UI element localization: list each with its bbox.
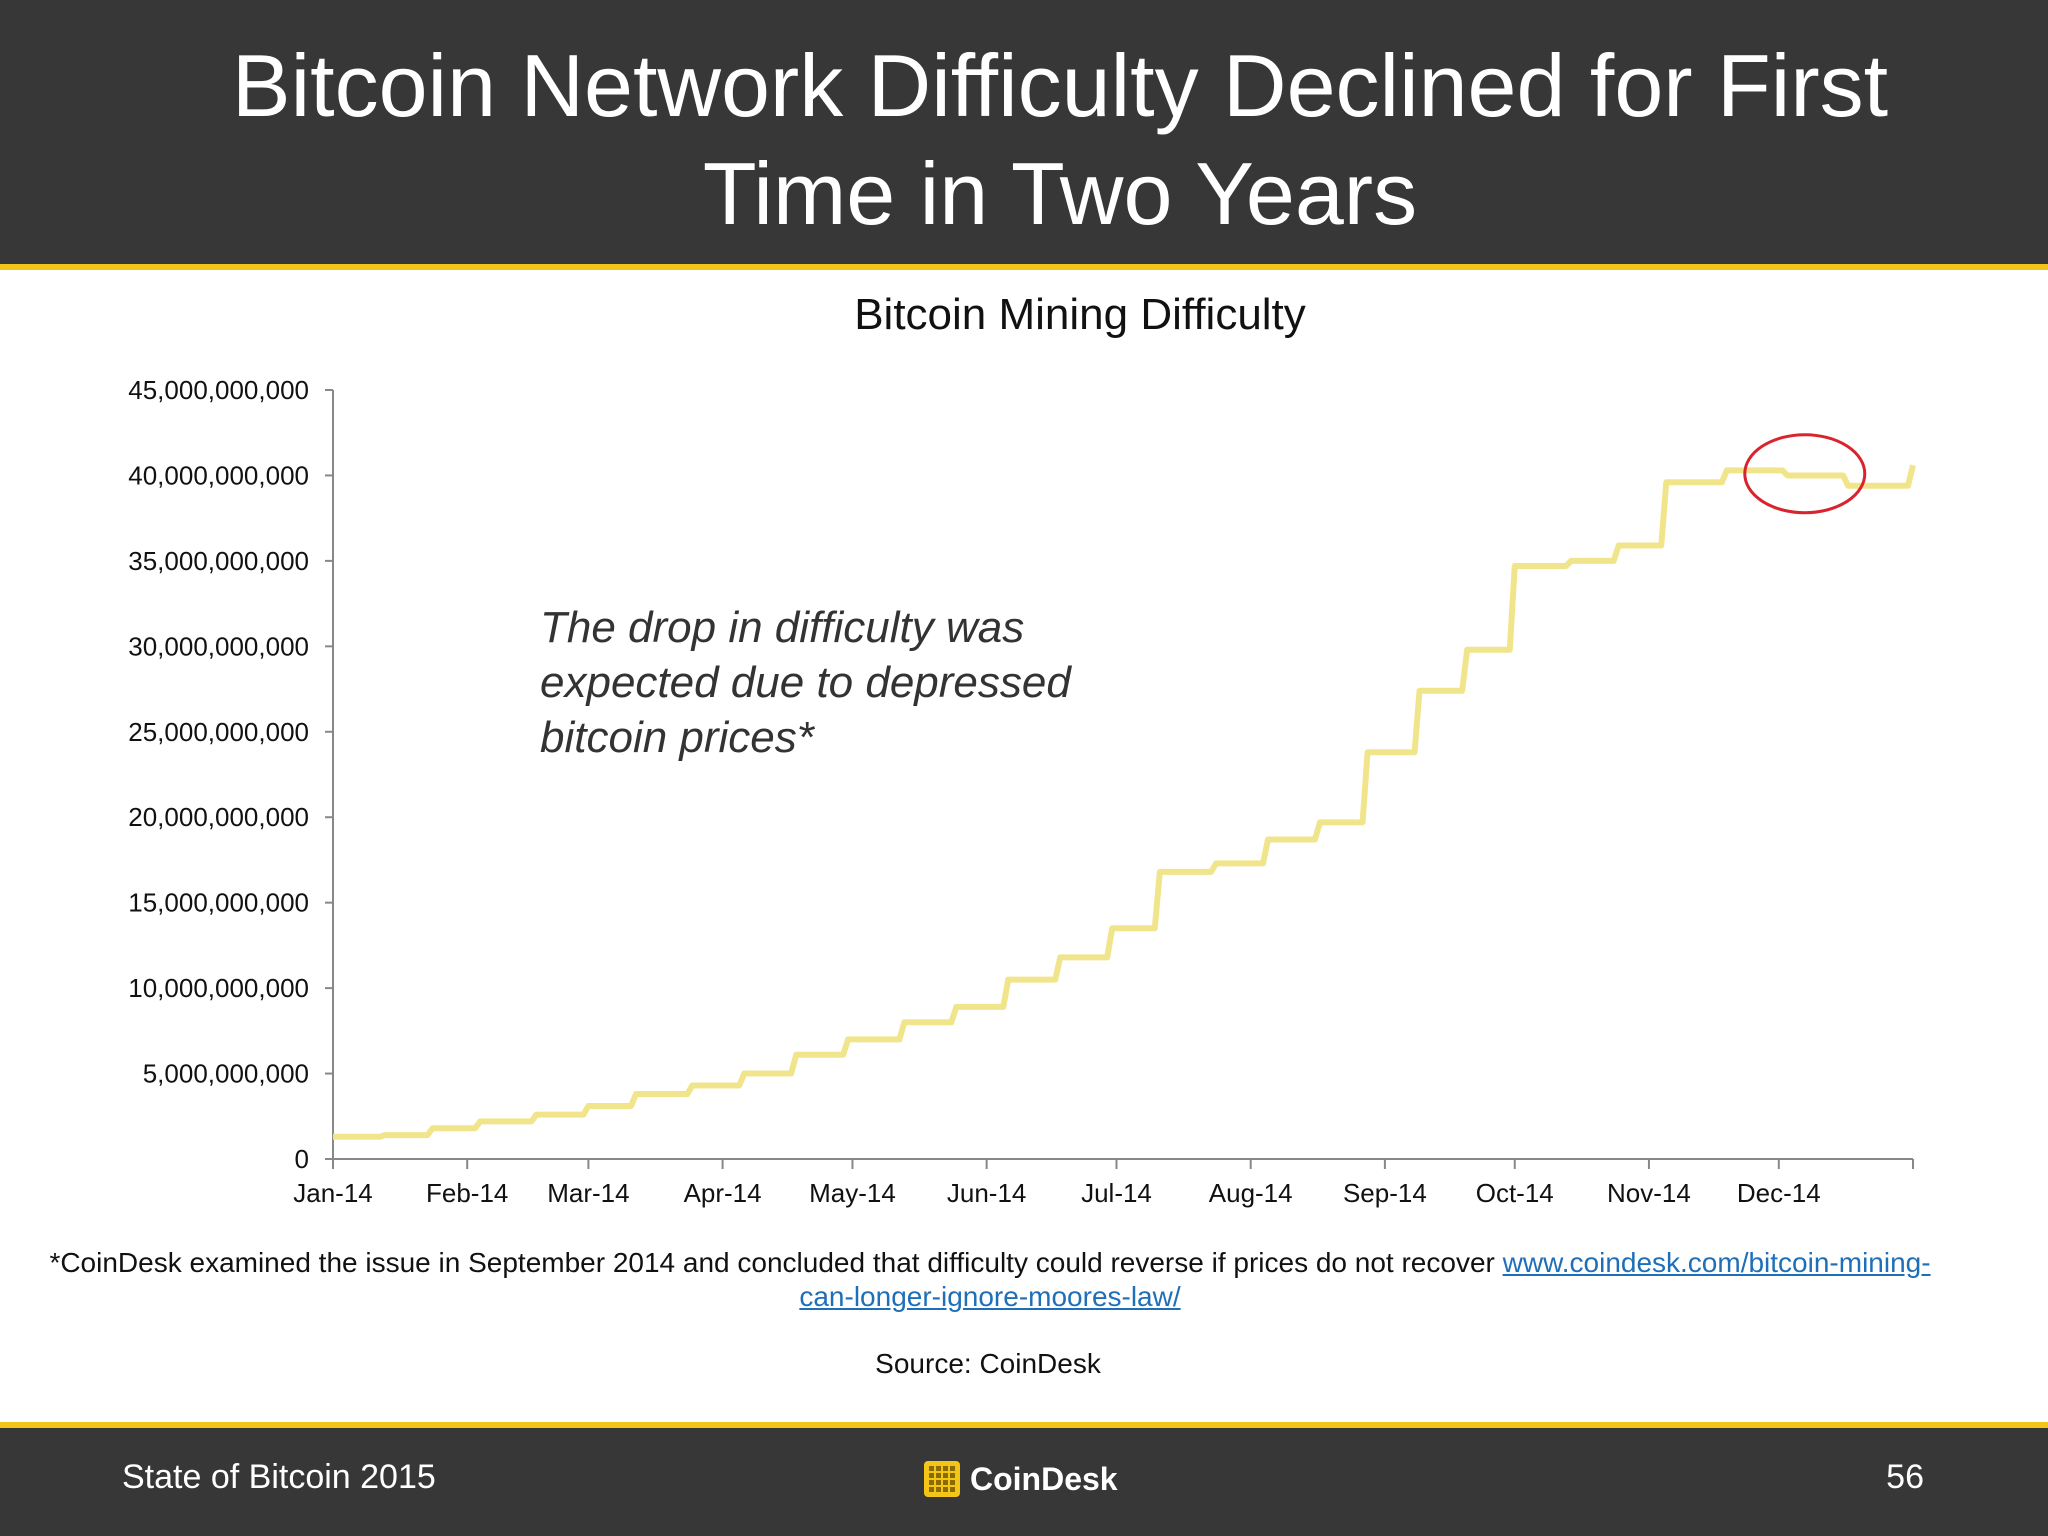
- source-label: Source: CoinDesk: [875, 1348, 1101, 1379]
- footnote-text: *CoinDesk examined the issue in Septembe…: [49, 1247, 1503, 1278]
- x-tick-label: Oct-14: [1476, 1178, 1554, 1208]
- chart-title: Bitcoin Mining Difficulty: [854, 290, 1306, 339]
- x-tick-label: Aug-14: [1209, 1178, 1293, 1208]
- x-tick-label: Mar-14: [547, 1178, 629, 1208]
- y-tick-label: 45,000,000,000: [128, 375, 309, 405]
- x-tick-label: Feb-14: [426, 1178, 508, 1208]
- x-tick-label: May-14: [809, 1178, 896, 1208]
- y-tick-label: 15,000,000,000: [128, 888, 309, 918]
- y-tick-label: 10,000,000,000: [128, 973, 309, 1003]
- header-accent-rule: [0, 264, 2048, 270]
- x-tick-label: Jan-14: [293, 1178, 373, 1208]
- coindesk-logo-icon: [924, 1461, 960, 1497]
- footer-accent-rule: [0, 1422, 2048, 1428]
- x-tick-label: Nov-14: [1607, 1178, 1691, 1208]
- difficulty-chart: 0 5,000,000,000 10,000,000,000 15,000,000,0…: [128, 375, 1916, 1208]
- difficulty-series-line: [333, 464, 1916, 1140]
- slide-title: Bitcoin Network Difficulty Declined for …: [231, 36, 1889, 243]
- y-tick-label: 5,000,000,000: [143, 1059, 309, 1089]
- coindesk-logo-text: CoinDesk: [970, 1460, 1118, 1497]
- footnote: *CoinDesk examined the issue in Septembe…: [30, 1246, 1950, 1314]
- x-tick-label: Jun-14: [947, 1178, 1027, 1208]
- y-tick-label: 40,000,000,000: [128, 460, 309, 490]
- y-tick-label: 25,000,000,000: [128, 717, 309, 747]
- page-number: 56: [1886, 1458, 1924, 1496]
- y-tick-label: 20,000,000,000: [128, 802, 309, 832]
- x-tick-label: Sep-14: [1343, 1178, 1427, 1208]
- y-tick-label: 30,000,000,000: [128, 631, 309, 661]
- y-tick-label: 35,000,000,000: [128, 546, 309, 576]
- chart-annotation: The drop in difficulty was expected due …: [540, 603, 1071, 762]
- slide-footer: [0, 1428, 2048, 1536]
- slide-header: [0, 0, 2048, 264]
- y-tick-label: 0: [295, 1144, 309, 1174]
- decline-highlight-circle: [1743, 433, 1867, 515]
- footnote-link[interactable]: www.coindesk.com/bitcoin-mining-can-long…: [799, 1247, 1931, 1312]
- x-tick-label: Jul-14: [1081, 1178, 1152, 1208]
- x-tick-label: Dec-14: [1737, 1178, 1821, 1208]
- coindesk-logo: CoinDesk: [924, 1458, 1118, 1500]
- footer-report-name: State of Bitcoin 2015: [122, 1458, 436, 1496]
- x-tick-label: Apr-14: [684, 1178, 762, 1208]
